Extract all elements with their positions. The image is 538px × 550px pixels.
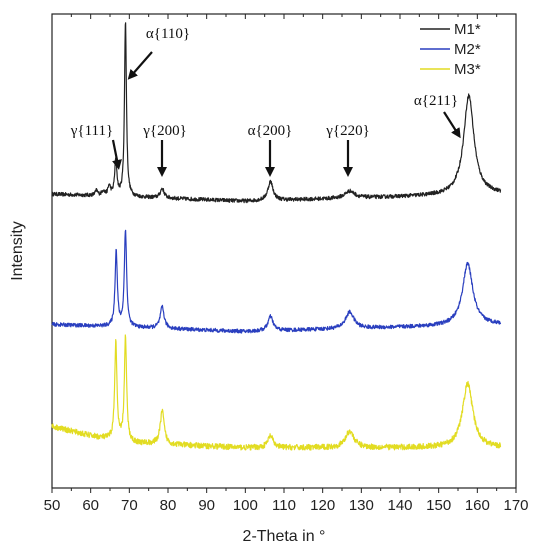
x-tick-label: 160	[465, 497, 490, 514]
x-tick-label: 140	[387, 497, 412, 514]
peak-annotation-label: α{211}	[414, 93, 458, 109]
x-axis-title: 2-Theta in °	[243, 528, 326, 545]
series-line-1	[51, 22, 502, 204]
annotation-layer: α{110} γ{111} γ{200} α{200} γ{220} α{211}	[70, 26, 461, 177]
x-tick-label: 80	[160, 497, 177, 514]
legend-label-m1: M1*	[454, 21, 481, 38]
x-axis-ticks: 50 60 70 80 90 100 110 120 130 140 150 160 170	[44, 14, 529, 514]
x-tick-label: 60	[82, 497, 99, 514]
peak-annotation-arrow	[127, 51, 153, 80]
peak-annotation-arrow	[443, 111, 461, 139]
legend-label-m3: M3*	[454, 61, 481, 78]
series-line-2	[51, 229, 502, 334]
series-layer	[51, 22, 502, 451]
x-tick-label: 150	[426, 497, 451, 514]
x-tick-label: 70	[121, 497, 138, 514]
x-tick-label: 130	[349, 497, 374, 514]
legend: M1* M2* M3*	[420, 21, 481, 78]
x-tick-label: 50	[44, 497, 61, 514]
peak-annotation-arrow	[111, 139, 122, 170]
x-tick-label: 110	[272, 497, 296, 514]
x-tick-label: 120	[310, 497, 335, 514]
peak-annotation-label: γ{220}	[325, 123, 370, 139]
legend-label-m2: M2*	[454, 41, 481, 58]
plot-frame	[51, 13, 517, 489]
y-axis-title: Intensity	[9, 221, 26, 281]
peak-annotation-label: α{200}	[248, 123, 293, 139]
x-tick-label: 100	[233, 497, 258, 514]
peak-annotation-label: α{110}	[146, 26, 190, 42]
x-tick-label: 90	[198, 497, 215, 514]
peak-annotation-label: γ{200}	[142, 123, 187, 139]
peak-annotation-label: γ{111}	[70, 123, 113, 139]
x-tick-label: 170	[503, 497, 528, 514]
series-line-3	[51, 334, 502, 451]
